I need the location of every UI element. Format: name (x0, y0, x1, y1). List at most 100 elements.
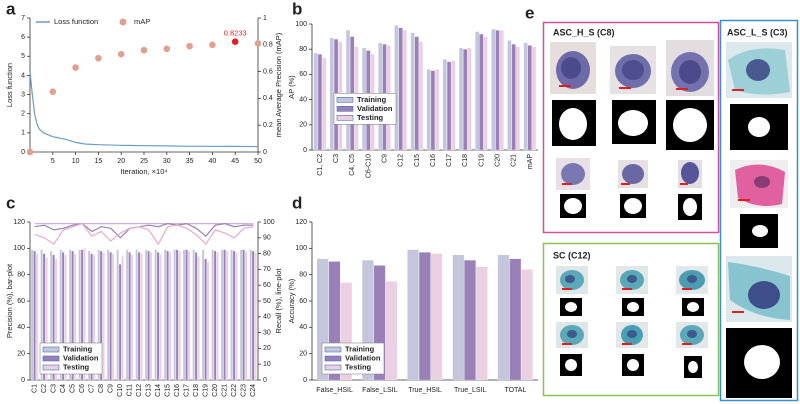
x-tick-label: C1, C2 (317, 154, 324, 176)
y-tick-label: 80 (299, 46, 307, 53)
x-tick-label: C7 (89, 384, 96, 393)
x-tick-label: 30 (163, 158, 171, 165)
bar (130, 254, 134, 381)
y-tick-label: 1 (21, 130, 25, 137)
x-tick-label: True_LSIL (454, 387, 487, 394)
x-tick-label: C20 (494, 154, 501, 167)
x-tick-label: 5 (51, 158, 55, 165)
x-tick-label: C22 (231, 384, 238, 397)
bar (483, 36, 488, 151)
x-tick-label: C15 (414, 154, 421, 167)
x-tick-label: C16 (174, 384, 181, 397)
panel-label: e (525, 3, 534, 22)
bar (232, 250, 236, 381)
x-tick-label: C9 (381, 154, 388, 163)
x-tick-label: 15 (95, 158, 103, 165)
bar (54, 258, 58, 381)
bar (125, 249, 129, 381)
bar (211, 249, 214, 381)
bar (59, 249, 62, 381)
cell-images (726, 42, 792, 398)
point (72, 64, 79, 71)
x-tick-label: C4 (60, 384, 67, 393)
bar (419, 252, 431, 381)
y-axis-title: Precision (%), bar-plot (5, 263, 14, 338)
bar (40, 249, 43, 381)
bar (509, 258, 522, 381)
x-tick-label: C18 (462, 154, 469, 167)
bar (187, 250, 191, 381)
recall-line (34, 222, 254, 239)
bar (398, 27, 403, 151)
x-tick-label: 45 (231, 158, 239, 165)
y-tick-label: 100 (295, 245, 307, 252)
bar (345, 30, 351, 151)
point (117, 50, 125, 58)
x-tick-label: C19 (478, 154, 485, 167)
bar (451, 60, 456, 151)
legend-swatch (42, 355, 60, 362)
y2-tick-label: 1 (263, 15, 267, 22)
bar (97, 249, 100, 381)
bar (64, 254, 67, 381)
bar (116, 249, 119, 381)
x-tick-label: C21 (222, 384, 229, 397)
x-tick-label: 40 (209, 158, 217, 165)
x-tick-label: C3 (333, 154, 340, 163)
y-tick-label: 3 (21, 91, 25, 98)
bar (45, 257, 48, 381)
bar (197, 256, 200, 381)
panel-e: e ASC_H_S (C8) SC (C12) ASC_L_S (C3) (525, 3, 799, 402)
legend-swatch (42, 346, 60, 353)
bar (479, 33, 484, 151)
group-box (719, 19, 799, 402)
point (49, 88, 57, 95)
bar (175, 249, 179, 381)
y2-tick-label: 30 (263, 329, 271, 336)
legend-label: Validation (63, 353, 99, 362)
data-label: 0.8233 (224, 29, 247, 38)
legend-swatch (324, 346, 342, 353)
bar (235, 252, 238, 381)
bar (192, 249, 195, 381)
y2-tick-label: 0.8 (263, 42, 273, 49)
y-tick-label: 120 (13, 219, 25, 226)
x-tick-label: C8 (98, 384, 105, 393)
bar (225, 250, 229, 381)
y-tick-label: 120 (295, 219, 307, 226)
bar (521, 269, 533, 381)
bar (497, 254, 510, 381)
bar (452, 254, 465, 381)
x-tick-label: C12 (136, 384, 143, 397)
legend-label: Testing (357, 113, 384, 122)
bar (52, 254, 55, 381)
x-tick-label: 25 (140, 158, 148, 165)
panel-label: a (6, 0, 16, 18)
y2-tick-label: 90 (263, 235, 271, 242)
bar (491, 28, 496, 151)
bar (33, 250, 36, 381)
bar (92, 254, 96, 381)
y-tick-label: 100 (295, 21, 307, 28)
bar (121, 256, 124, 381)
y2-tick-label: 80 (263, 250, 271, 257)
x-tick-label: C24 (250, 384, 257, 397)
legend-swatch (42, 364, 60, 371)
y2-tick-label: 40 (263, 314, 271, 321)
y-tick-label: 60 (17, 298, 25, 305)
bar (185, 249, 188, 381)
x-tick-label: False_HSIL (316, 387, 353, 394)
line (29, 71, 259, 148)
y-tick-label: 0 (303, 377, 307, 384)
x-tick-label: C19 (203, 384, 210, 397)
bar (249, 249, 252, 381)
bar (194, 252, 198, 381)
bar (511, 44, 516, 151)
legend-swatch (324, 364, 342, 371)
bar (78, 249, 81, 381)
x-tick-label: False_LSIL (362, 387, 398, 394)
y-tick-label: 7 (21, 15, 25, 22)
cell-images (556, 266, 708, 378)
bar (463, 49, 468, 151)
x-tick-label: C6-C10 (365, 154, 372, 178)
